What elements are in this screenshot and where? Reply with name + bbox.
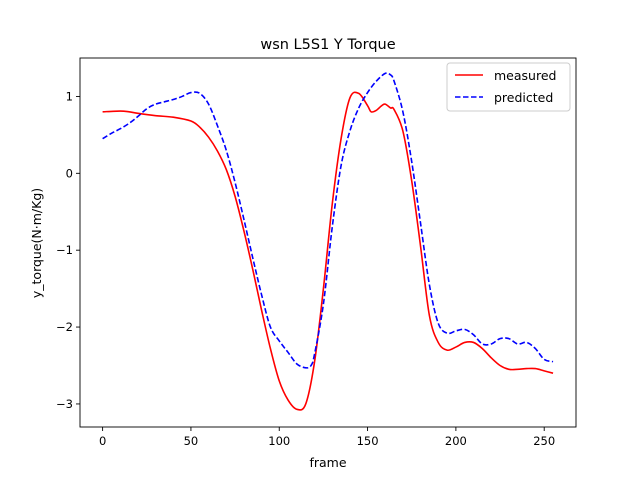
x-tick-label: 0 [99,434,106,448]
chart-title: wsn L5S1 Y Torque [260,37,395,53]
y-tick-label: −1 [56,243,73,257]
legend-label-predicted: predicted [494,90,553,105]
series-line-predicted [102,72,554,369]
legend-label-measured: measured [494,68,556,83]
axes-frame [79,57,577,428]
x-tick-label: 100 [268,434,290,448]
legend: measured predicted [446,62,571,112]
y-axis-label: y_torque(N·m/Kg) [29,188,44,298]
y-tick-label: 1 [66,89,73,103]
series-layer [102,72,554,411]
x-tick-label: 50 [184,434,199,448]
x-axis: 0 50 100 150 200 250 [99,427,555,448]
x-tick-label: 200 [445,434,467,448]
y-tick-label: −2 [56,320,73,334]
x-axis-label: frame [309,455,346,470]
y-tick-label: 0 [66,166,73,180]
y-axis: −3 −2 −1 0 1 [56,89,80,411]
x-tick-label: 250 [533,434,555,448]
series-line-measured [102,91,554,411]
plot-area [79,57,577,428]
y-tick-label: −3 [56,397,73,411]
x-tick-label: 150 [357,434,379,448]
